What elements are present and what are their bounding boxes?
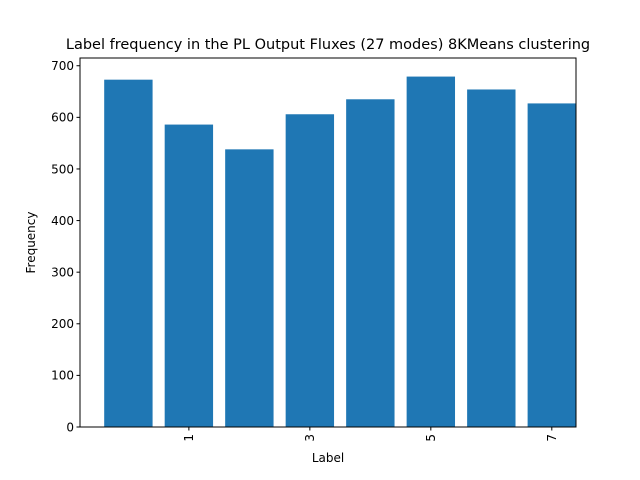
y-tick-label: 300 bbox=[51, 265, 74, 279]
x-axis: 1 3 5 7 bbox=[182, 427, 559, 442]
y-tick-label: 200 bbox=[51, 317, 74, 331]
bar-label-5 bbox=[406, 76, 456, 428]
x-tick-label: 1 bbox=[182, 434, 196, 442]
bar-label-7 bbox=[527, 103, 576, 428]
bar-label-4 bbox=[346, 99, 395, 427]
y-tick-label: 400 bbox=[51, 214, 74, 228]
y-tick-label: 500 bbox=[51, 162, 74, 176]
x-tick-label: 5 bbox=[424, 434, 438, 442]
plot-frame bbox=[79, 57, 577, 428]
bar-label-6 bbox=[467, 89, 516, 428]
y-tick-label: 100 bbox=[51, 369, 74, 383]
bar-label-1 bbox=[164, 124, 214, 427]
y-tick-label: 700 bbox=[51, 59, 74, 73]
bar-label-2 bbox=[225, 149, 274, 427]
bars-group bbox=[104, 76, 576, 428]
bar-label-0 bbox=[104, 79, 153, 427]
x-axis-label: Label bbox=[312, 451, 344, 465]
bar-label-3 bbox=[285, 114, 335, 427]
y-axis: 0 100 200 300 400 500 600 700 bbox=[51, 59, 80, 434]
x-tick-label: 7 bbox=[545, 434, 559, 442]
y-tick-label: 600 bbox=[51, 111, 74, 125]
chart-title: Label frequency in the PL Output Fluxes … bbox=[66, 37, 590, 53]
y-axis-label: Frequency bbox=[24, 212, 38, 274]
y-tick-label: 0 bbox=[66, 420, 74, 434]
x-tick-label: 3 bbox=[303, 434, 317, 442]
